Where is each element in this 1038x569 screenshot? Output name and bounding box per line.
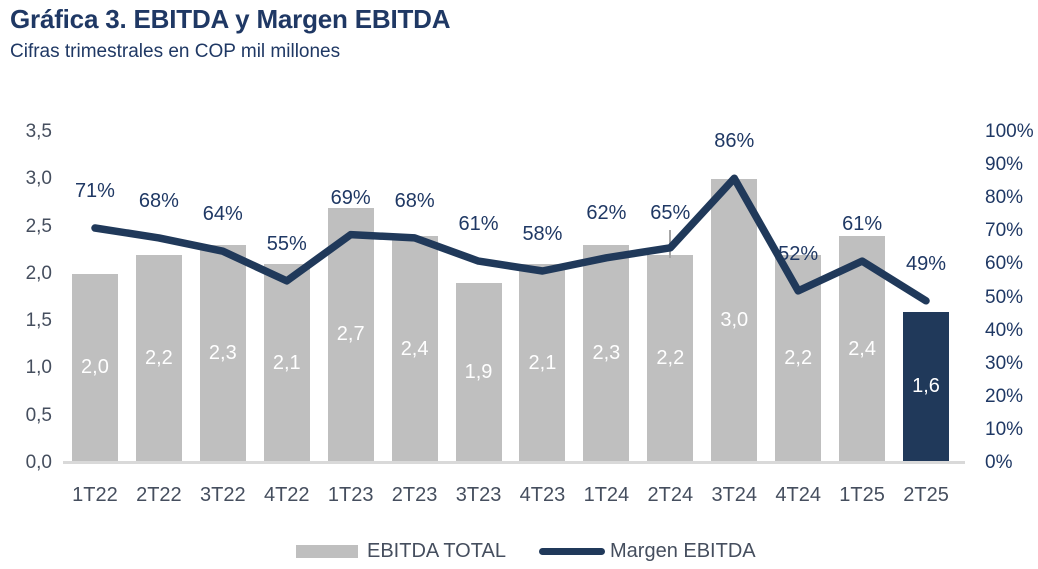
y-axis-left-tick: 1,5 <box>25 310 52 332</box>
y-axis-right-tick: 70% <box>985 220 1024 242</box>
y-axis-left-tick: 2,5 <box>25 215 52 237</box>
y-axis-right-tick: 50% <box>985 286 1024 308</box>
y-axis-right-tick: 80% <box>985 187 1024 209</box>
y-axis-right-tick: 90% <box>985 154 1024 176</box>
bar-3T23 <box>455 283 502 463</box>
chart-title: Gráfica 3. EBITDA y Margen EBITDA <box>10 4 451 34</box>
pct-label-2T23: 68% <box>394 189 435 212</box>
pct-label-1T25: 61% <box>842 213 883 236</box>
bar-value-label-4T24: 2,2 <box>784 346 813 369</box>
bar-1T22 <box>71 273 118 463</box>
legend-item-ebitda-total: EBITDA TOTAL <box>296 538 506 564</box>
y-axis-left-tick: 0,5 <box>25 404 52 426</box>
y-axis-left-tick: 2,0 <box>25 262 52 284</box>
legend-item-margen-ebitda: Margen EBITDA <box>539 538 756 564</box>
bar-value-label-3T23: 1,9 <box>464 361 493 384</box>
bar-value-label-1T24: 2,3 <box>592 342 621 365</box>
pct-label-2T25: 49% <box>906 252 947 275</box>
y-axis-right-tick: 40% <box>985 319 1024 341</box>
y-axis-left-tick: 0,0 <box>25 452 52 473</box>
y-axis-left-tick: 1,0 <box>25 357 52 379</box>
x-axis-label-2T22: 2T22 <box>136 484 182 506</box>
bar-value-label-4T23: 2,1 <box>528 351 557 374</box>
x-axis-label-1T22: 1T22 <box>72 484 118 506</box>
x-axis-label-1T25: 1T25 <box>839 484 885 506</box>
x-axis-label-3T23: 3T23 <box>455 484 502 506</box>
y-axis-right-tick: 0% <box>985 452 1013 473</box>
bar-2T25 <box>903 311 950 463</box>
bar-value-label-2T22: 2,2 <box>144 346 173 369</box>
x-axis-label-4T22: 4T22 <box>263 484 310 506</box>
bar-value-label-1T25: 2,4 <box>848 337 876 360</box>
x-axis-label-3T24: 3T24 <box>711 484 758 506</box>
y-axis-right-tick: 20% <box>985 385 1024 407</box>
x-axis-label-2T23: 2T23 <box>391 484 438 506</box>
pct-label-3T24: 86% <box>714 130 755 153</box>
bar-value-label-1T22: 2,0 <box>81 356 109 379</box>
x-axis-label-1T23: 1T23 <box>327 484 374 506</box>
pct-label-4T23: 58% <box>522 223 563 246</box>
legend: EBITDA TOTAL Margen EBITDA <box>0 538 1038 564</box>
pct-label-2T24: 65% <box>650 201 691 224</box>
x-axis-label-2T25: 2T25 <box>903 484 949 506</box>
chart-subtitle: Cifras trimestrales en COP mil millones <box>10 41 341 62</box>
legend-label-ebitda-total: EBITDA TOTAL <box>367 539 506 562</box>
label-leader-line <box>669 230 672 258</box>
x-axis-label-2T24: 2T24 <box>647 484 694 506</box>
pct-label-3T22: 64% <box>202 203 243 226</box>
y-axis-right-tick: 10% <box>985 418 1024 440</box>
y-axis-left-tick: 3,0 <box>25 168 52 190</box>
x-axis-label-4T24: 4T24 <box>775 484 821 506</box>
bar-value-label-3T22: 2,3 <box>208 342 237 365</box>
x-axis-label-4T23: 4T23 <box>519 484 566 506</box>
x-axis-line <box>63 461 965 464</box>
bar-value-label-4T22: 2,1 <box>272 351 301 374</box>
bar-value-label-2T25: 1,6 <box>912 375 940 398</box>
y-axis-right-tick: 30% <box>985 352 1024 374</box>
pct-label-4T24: 52% <box>778 242 819 265</box>
legend-label-margen-ebitda: Margen EBITDA <box>610 539 756 562</box>
line-swatch-icon <box>539 547 605 555</box>
bar-value-label-2T23: 2,4 <box>400 337 429 360</box>
pct-label-4T22: 55% <box>266 232 307 255</box>
bar-value-label-2T24: 2,2 <box>656 346 685 369</box>
y-axis-right-tick: 60% <box>985 253 1024 275</box>
x-axis-label-3T22: 3T22 <box>200 484 246 506</box>
x-axis-label-1T24: 1T24 <box>583 484 630 506</box>
y-axis-left-tick: 3,5 <box>25 121 52 142</box>
bar-value-label-3T24: 3,0 <box>720 309 749 332</box>
y-axis-right-tick: 100% <box>985 121 1034 142</box>
bar-swatch-icon <box>296 544 358 558</box>
bar-value-label-1T23: 2,7 <box>336 323 365 346</box>
